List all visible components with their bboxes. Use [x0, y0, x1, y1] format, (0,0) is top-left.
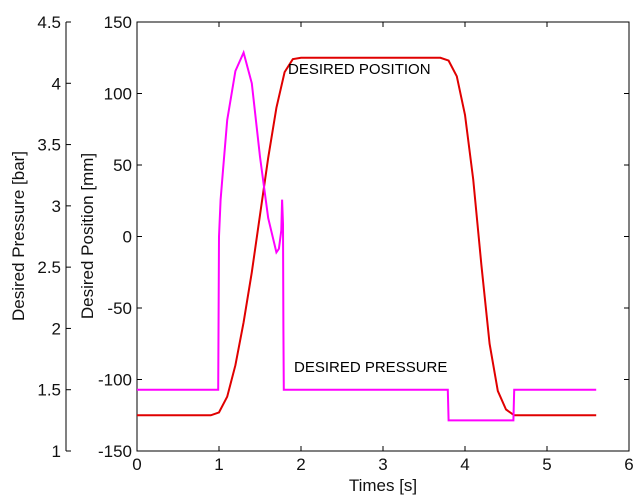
position-tick-label: -100: [98, 371, 132, 390]
series-desired-pressure-line: [137, 49, 597, 422]
pressure-tick-label: 2.5: [37, 258, 61, 277]
pressure-axis-ticks: 4.5 4 3.5 3 2.5 2 1.5 1: [37, 13, 71, 461]
plot-area-frame: [136, 21, 630, 452]
x-tick-label: 1: [214, 455, 223, 474]
x-tick-label: 4: [460, 455, 469, 474]
annotation-desired-position: DESIRED POSITION: [288, 61, 431, 78]
pressure-tick-label: 2: [52, 319, 61, 338]
position-axis-ticks: 150 100 50 0 -50 -100 -150: [98, 13, 629, 461]
annotation-desired-pressure: DESIRED PRESSURE: [294, 359, 447, 376]
x-tick-label: 5: [542, 455, 551, 474]
x-axis-ticks: 0 1 2 3 4 5 6: [132, 22, 634, 474]
position-tick-label: -50: [107, 299, 132, 318]
pressure-tick-label: 3: [52, 197, 61, 216]
pressure-tick-label: 4.5: [37, 13, 61, 32]
position-tick-label: 100: [104, 85, 132, 104]
x-tick-label: 0: [132, 455, 141, 474]
x-axis-title: Times [s]: [349, 476, 417, 495]
x-tick-label: 2: [296, 455, 305, 474]
position-tick-label: 150: [104, 13, 132, 32]
series-desired-position-line: [137, 56, 597, 417]
pressure-axis-title: Desired Pressure [bar]: [9, 151, 28, 321]
pressure-tick-label: 1.5: [37, 381, 61, 400]
x-tick-label: 3: [378, 455, 387, 474]
pressure-tick-label: 4: [52, 74, 61, 93]
position-axis-title: Desired Position [mm]: [78, 153, 97, 319]
position-tick-label: -150: [98, 442, 132, 461]
x-tick-label: 6: [624, 455, 633, 474]
pressure-tick-label: 3.5: [37, 136, 61, 155]
position-tick-label: 50: [113, 156, 132, 175]
pressure-tick-label: 1: [52, 442, 61, 461]
position-tick-label: 0: [123, 228, 132, 247]
